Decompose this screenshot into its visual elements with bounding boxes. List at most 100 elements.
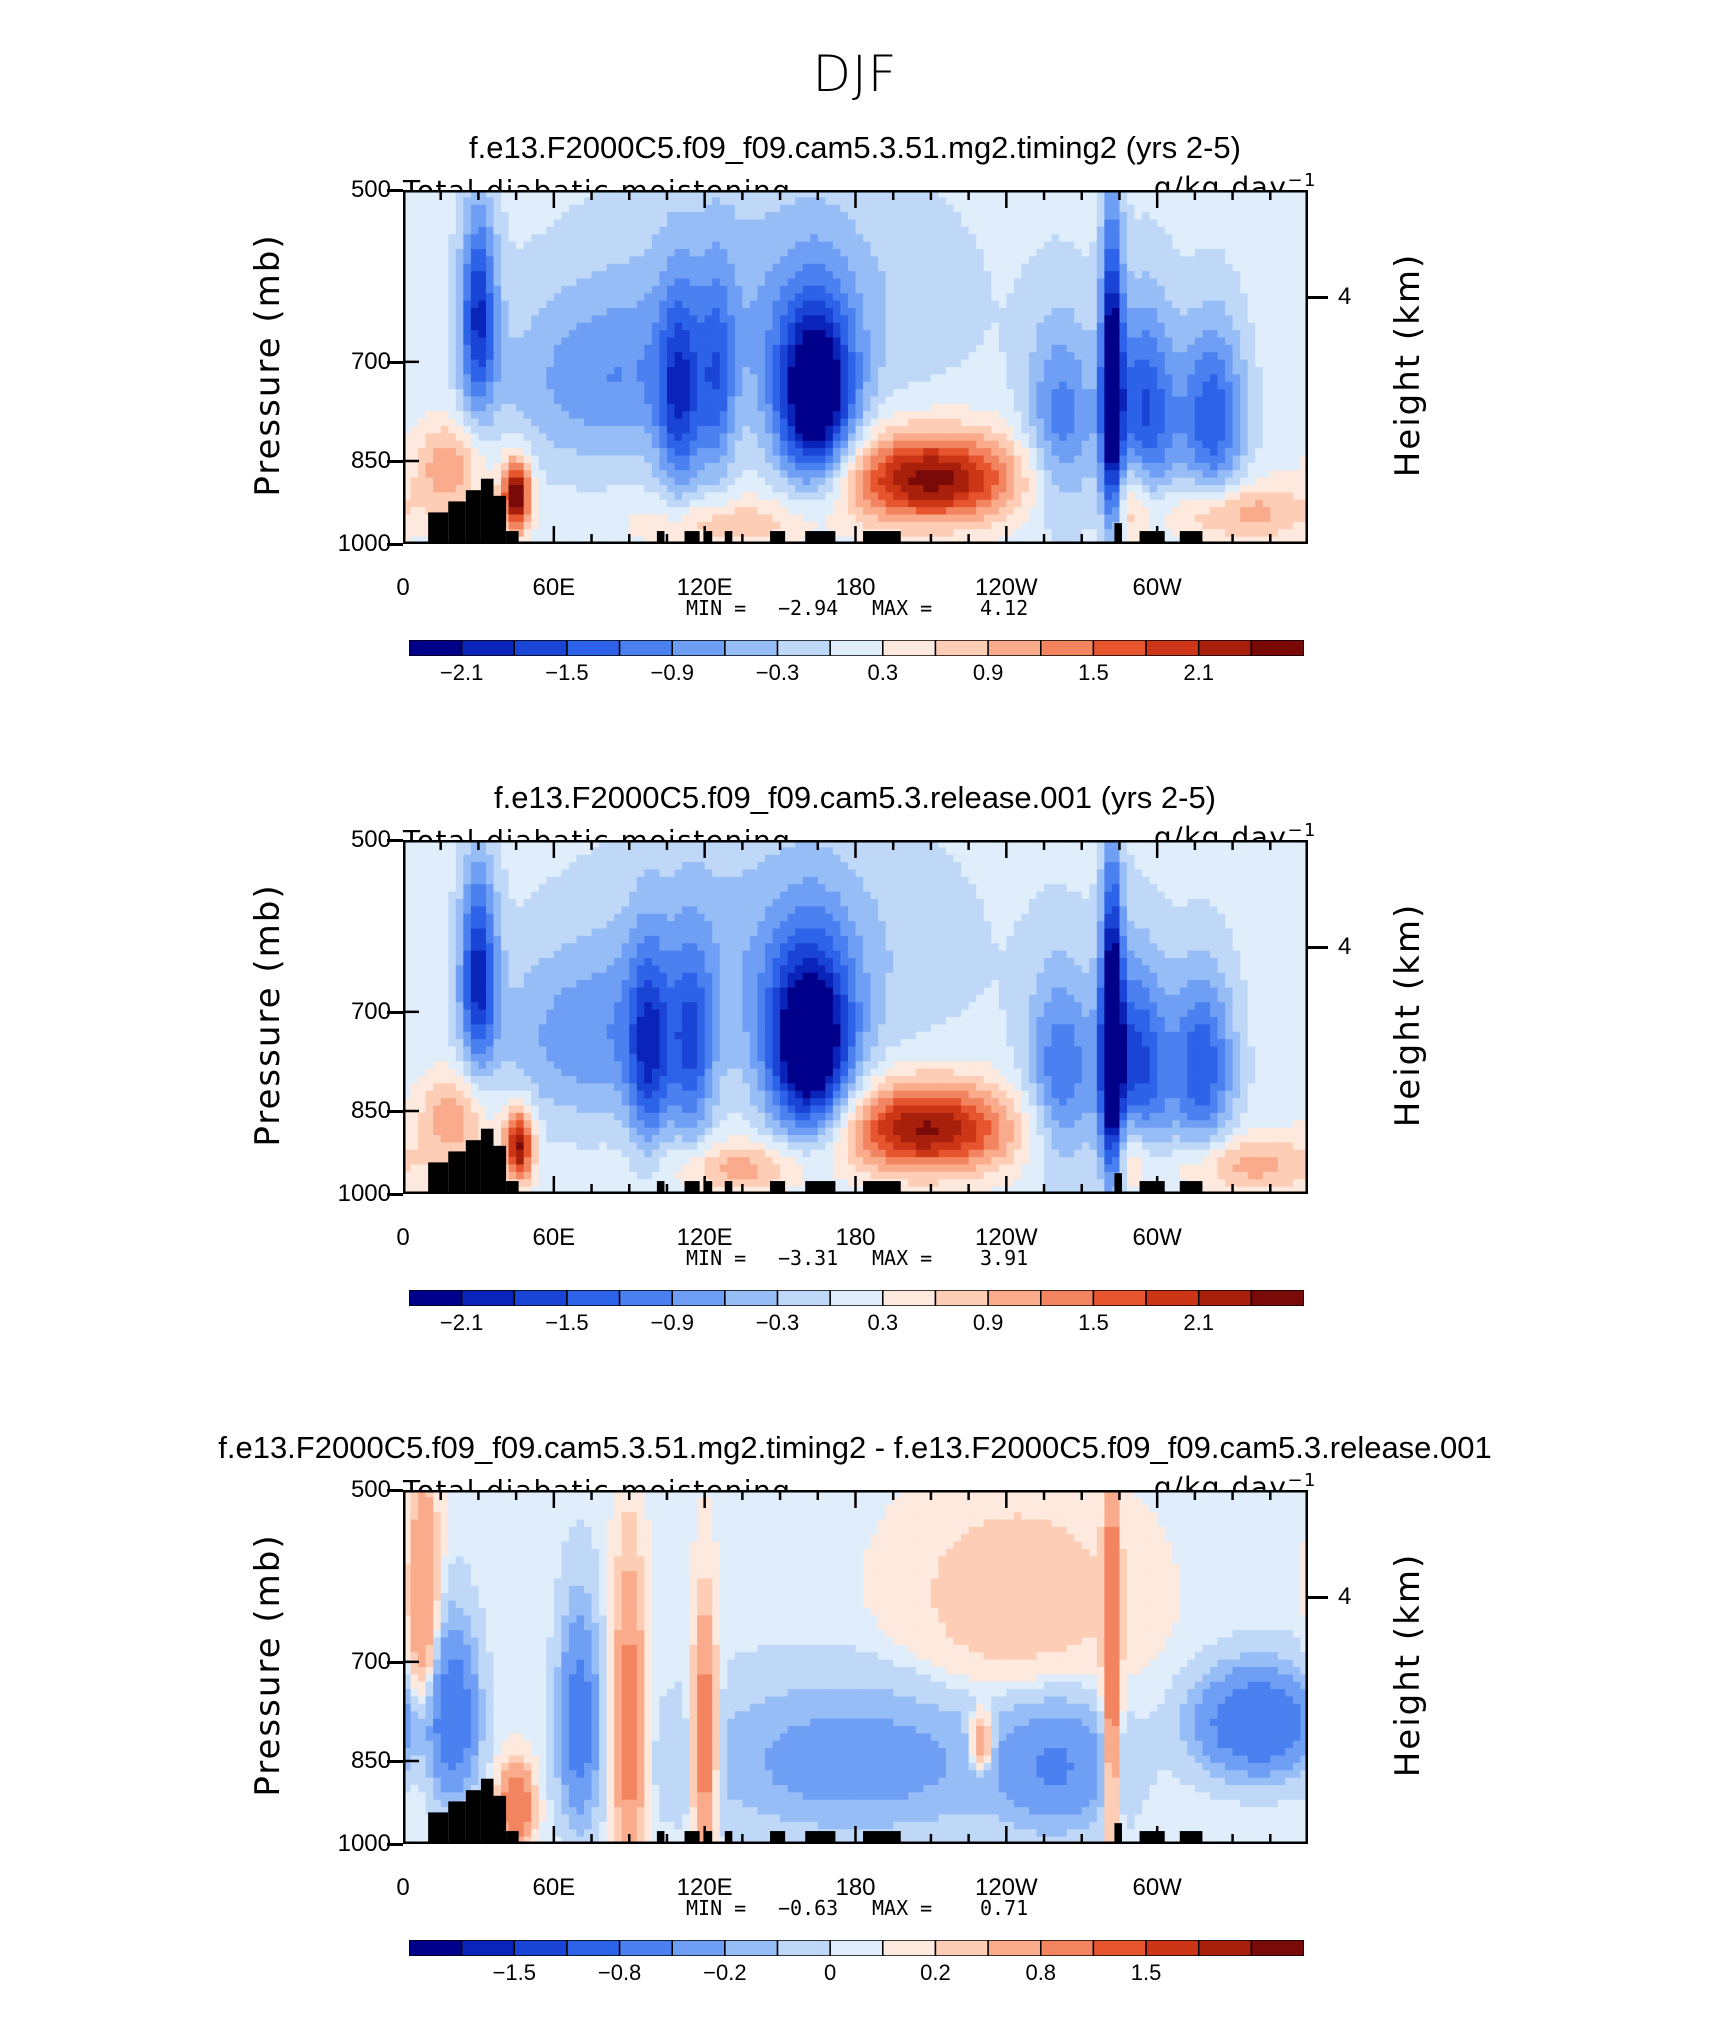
field-cell [674,190,683,198]
field-cell [719,477,728,486]
field-cell [697,241,706,250]
field-cell [689,226,698,235]
field-cell [893,271,902,280]
field-cell [1262,285,1271,294]
field-cell [1172,381,1181,390]
field-cell [1111,300,1121,309]
field-cell [885,485,894,493]
field-cell [493,455,502,464]
field-cell [734,396,743,405]
field-cell [1285,448,1294,457]
field-cell [878,322,887,331]
field-cell [780,285,789,294]
field-cell [863,455,872,464]
field-cell [1157,197,1166,206]
field-cell [727,470,736,479]
field-cell [840,219,849,228]
field-cell [915,455,924,464]
field-cell [712,226,721,235]
field-cell [734,285,743,294]
field-cell [591,293,600,302]
field-cell [719,190,728,198]
field-cell [651,418,661,427]
field-cell [847,381,857,390]
field-cell [930,256,940,265]
field-cell [900,315,909,324]
field-cell [1081,359,1090,368]
field-cell [553,426,562,434]
field-cell [553,411,562,420]
field-cell [689,389,698,398]
field-cell [621,330,630,339]
field-cell [553,359,562,368]
field-cell [651,485,661,493]
field-cell [644,396,653,405]
field-cell [1232,241,1241,250]
field-cell [553,300,562,309]
field-cell [1021,433,1030,442]
field-cell [817,485,826,493]
field-cell [946,285,955,294]
field-cell [1217,337,1226,346]
field-cell [719,278,728,287]
field-cell [493,337,502,346]
field-cell [485,219,495,228]
field-cell [1209,249,1219,257]
field-cell [621,226,630,235]
field-cell [1292,308,1302,316]
field-cell [817,411,826,420]
field-cell [508,190,517,198]
field-cell [780,389,789,398]
field-cell [463,241,472,250]
field-cell [591,285,600,294]
field-cell [1209,470,1219,479]
field-cell [1119,278,1128,287]
field-cell [983,367,992,375]
field-cell [847,389,857,398]
field-cell [410,477,419,486]
field-cell [531,293,540,302]
field-cell [433,462,442,471]
field-cell [1104,477,1113,486]
field-cell [584,271,593,280]
field-cell [1202,477,1211,486]
field-cell [870,492,879,501]
field-cell [1270,226,1279,235]
field-cell [749,344,759,353]
field-cell [1255,477,1264,486]
field-cell [968,374,977,383]
field-cell [553,381,562,390]
field-cell [1028,190,1038,198]
field-cell [1051,418,1060,427]
field-cell [810,315,819,324]
field-cell [742,322,751,331]
field-cell [1277,344,1286,353]
field-cell [998,234,1007,243]
field-cell [870,448,879,457]
field-cell [885,293,894,302]
field-cell [1021,389,1030,398]
field-cell [1277,197,1286,206]
field-cell [719,197,728,206]
field-cell [923,448,932,457]
field-cell [863,308,872,316]
field-cell [893,462,902,471]
field-cell [991,374,1000,383]
field-cell [991,426,1000,434]
field-cell [636,485,645,493]
field-cell [478,426,487,434]
field-cell [765,374,774,383]
field-cell [1172,455,1181,464]
field-cell [659,411,668,420]
field-cell [1187,249,1196,257]
field-cell [727,212,736,221]
field-cell [621,308,630,316]
field-cell [1059,256,1068,265]
field-cell [599,352,608,361]
field-cell [1157,271,1166,280]
field-cell [704,271,713,280]
field-cell [802,440,811,449]
field-cell [712,389,721,398]
field-cell [1240,367,1249,375]
field-cell [576,462,585,471]
